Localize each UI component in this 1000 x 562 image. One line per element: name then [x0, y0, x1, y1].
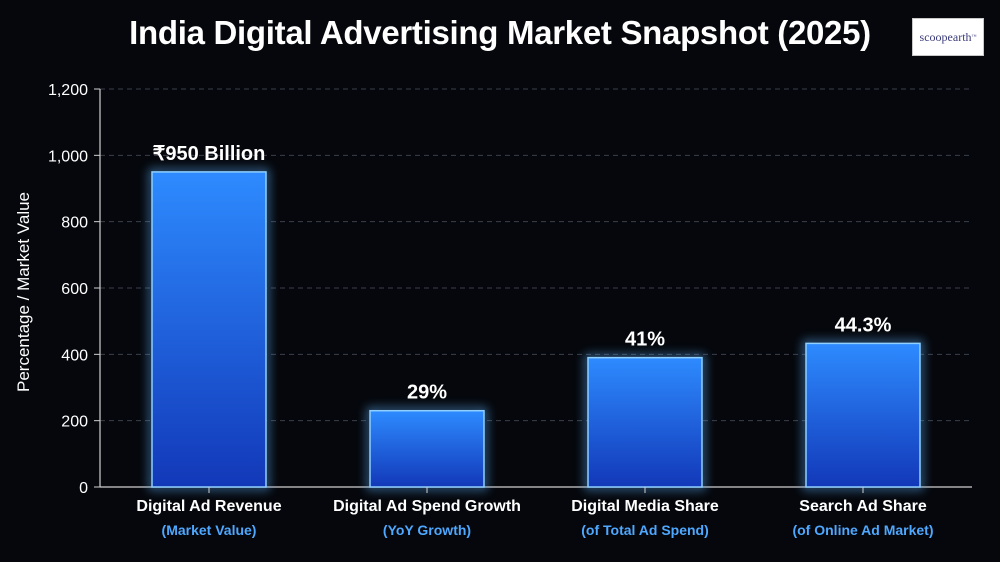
- y-tick-label: 200: [61, 414, 88, 431]
- trademark-mark: ™: [971, 34, 977, 40]
- x-category-label: Digital Ad Spend Growth (YoY Growth): [317, 498, 537, 538]
- y-tick-label: 0: [79, 480, 88, 497]
- x-category-main: Digital Ad Revenue: [136, 498, 282, 515]
- x-category-main: Digital Media Share: [571, 498, 719, 515]
- bar: [151, 171, 267, 488]
- y-tick-label: 1,200: [48, 82, 88, 99]
- x-category-sub: (of Online Ad Market): [792, 522, 934, 538]
- data-label: 41%: [625, 329, 665, 351]
- x-category-label: Search Ad Share (of Online Ad Market): [753, 498, 973, 538]
- x-category-sub: (Market Value): [161, 522, 257, 538]
- data-label: ₹950 Billion: [153, 143, 266, 165]
- bar: [805, 342, 921, 488]
- x-category-label: Digital Ad Revenue (Market Value): [99, 498, 319, 538]
- bar: [587, 356, 703, 488]
- x-category-label: Digital Media Share (of Total Ad Spend): [535, 498, 755, 538]
- scoopearth-logo: scoopearth ™: [912, 18, 984, 56]
- x-category-main: Search Ad Share: [799, 498, 927, 515]
- x-category-sub: (YoY Growth): [382, 522, 472, 538]
- data-label: 29%: [407, 382, 447, 404]
- y-tick-label: 800: [61, 215, 88, 232]
- y-tick-label: 400: [61, 347, 88, 364]
- bar: [369, 409, 485, 488]
- x-category-main: Digital Ad Spend Growth: [333, 498, 521, 515]
- y-tick-label: 600: [61, 281, 88, 298]
- chart-title: India Digital Advertising Market Snapsho…: [129, 14, 871, 51]
- y-tick-label: 1,000: [48, 148, 88, 165]
- x-category-sub: (of Total Ad Spend): [581, 522, 709, 538]
- data-label: 44.3%: [835, 314, 892, 336]
- logo-text: scoopearth: [919, 29, 972, 44]
